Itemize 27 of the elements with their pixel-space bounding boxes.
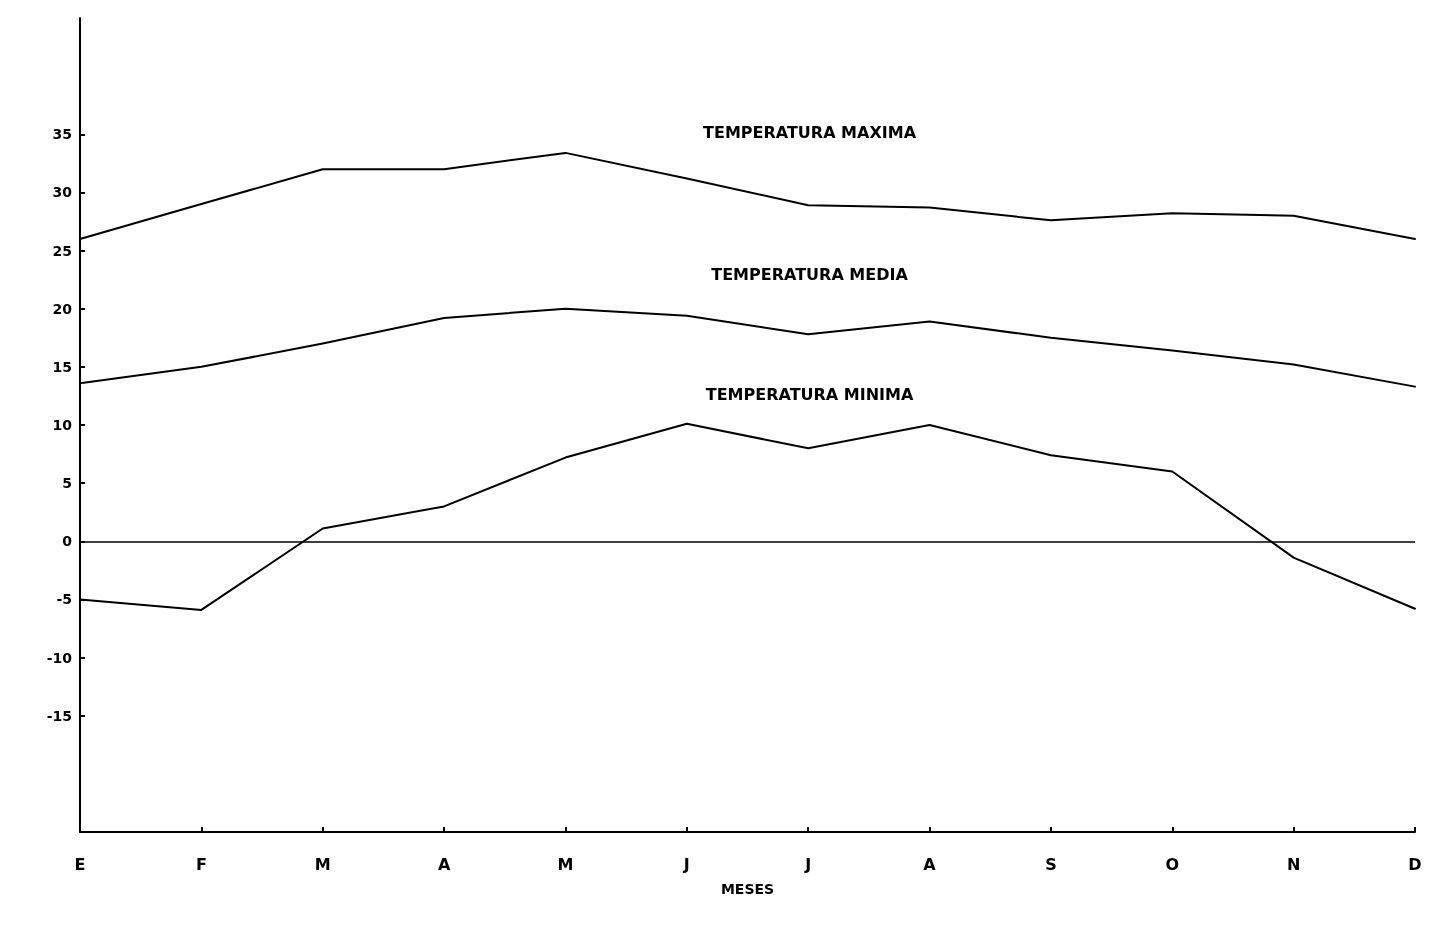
y-tick-label: 10 xyxy=(52,417,73,433)
y-tick-label: -10 xyxy=(46,649,73,666)
x-tick-label: S xyxy=(1045,854,1057,874)
x-tick-label: A xyxy=(923,854,937,874)
y-tick-label: 0 xyxy=(62,533,73,550)
x-tick-label: F xyxy=(195,854,207,874)
x-axis-title: MESES xyxy=(720,881,775,897)
y-tick-label: 30 xyxy=(52,184,73,201)
x-tick-label: J xyxy=(682,854,690,874)
y-tick-label: 25 xyxy=(52,242,72,259)
x-tick-label: M xyxy=(314,854,331,874)
x-tick-label: O xyxy=(1165,854,1180,874)
text: TEMPERATURA MEDIA xyxy=(711,265,909,285)
y-tick-label: 35 xyxy=(52,126,72,143)
y-tick-label: 5 xyxy=(62,475,72,492)
y-tick-label: 15 xyxy=(52,358,72,375)
series-label: TEMPERATURA MINIMA xyxy=(705,384,914,404)
x-tick-label: J xyxy=(804,854,812,874)
x-tick-label: A xyxy=(437,854,451,874)
x-tick-label: E xyxy=(74,854,86,874)
x-tick-label: N xyxy=(1286,854,1301,874)
y-tick-label: -15 xyxy=(46,707,72,724)
y-tick-label: 20 xyxy=(52,300,73,317)
y-tick-label: -5 xyxy=(56,591,72,608)
text: TEMPERATURA MAXIMA xyxy=(703,123,917,143)
x-tick-label: M xyxy=(557,854,574,874)
x-tick-label: D xyxy=(1408,854,1422,874)
